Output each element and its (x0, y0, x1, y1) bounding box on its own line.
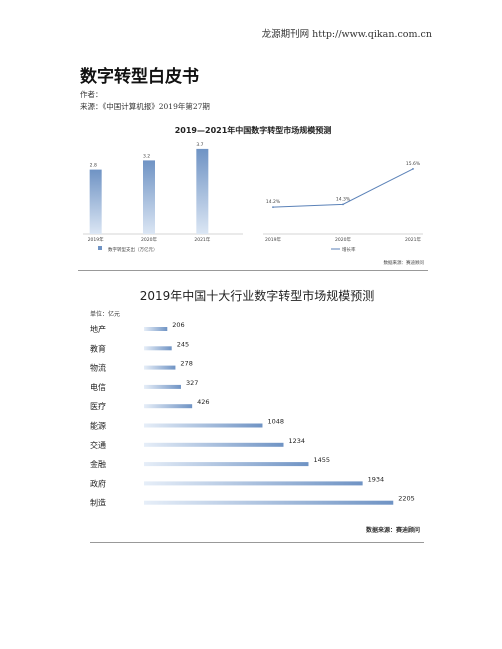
figure-market-forecast: 2019—2021年中国数字转型市场规模预测 2.8 2019年 3.2 2020年 3… (78, 120, 428, 271)
bar-category-label: 2019年 (88, 236, 104, 243)
bar-value-label: 3.7 (196, 142, 203, 148)
bar-legend-swatch (98, 246, 102, 250)
industry-label: 地产 (90, 324, 106, 334)
bar-value-label: 3.2 (143, 153, 150, 159)
source-line: 来源：《中国计算机报》2019年第27期 (80, 102, 210, 111)
unit-label: 单位：亿元 (90, 310, 120, 318)
header-source-line: 龙源期刊网 http://www.qikan.com.cn (261, 29, 432, 40)
line-point (412, 168, 414, 170)
line-value-label: 14.2% (266, 199, 281, 205)
industry-label: 物流 (90, 363, 106, 373)
industry-bar (144, 365, 176, 370)
line-point (272, 206, 274, 208)
chart-title: 2019年中国十大行业数字转型市场规模预测 (140, 288, 375, 303)
industry-label: 政府 (90, 478, 106, 488)
industry-bar (144, 442, 284, 447)
bar-category-label: 2020年 (141, 236, 157, 243)
bar (143, 160, 155, 234)
industry-value-label: 1455 (313, 456, 330, 464)
industry-label: 能源 (90, 421, 106, 431)
industry-bar (144, 500, 394, 505)
market-forecast-chart: 2019—2021年中国数字转型市场规模预测 2.8 2019年 3.2 2020年 3… (83, 125, 425, 266)
industry-label: 教育 (90, 343, 106, 353)
industry-bar (144, 423, 263, 428)
industry-bar (144, 346, 172, 351)
bar-category-label: 2021年 (194, 236, 210, 243)
line-value-label: 14.3% (336, 196, 351, 202)
line-value-label: 15.6% (406, 161, 421, 167)
figure-industry-forecast: 2019年中国十大行业数字转型市场规模预测 单位：亿元 地产 206 教育 245 物流… (90, 282, 424, 543)
industry-value-label: 327 (186, 379, 198, 387)
industry-value-label: 2205 (398, 495, 415, 503)
source-note: 数据来源：赛迪顾问 (384, 259, 425, 266)
line-category-label: 2019年 (265, 236, 281, 243)
industry-value-label: 206 (172, 321, 184, 329)
bar (196, 148, 209, 234)
industry-bar (144, 481, 363, 486)
industry-label: 交通 (90, 440, 106, 450)
industry-value-label: 245 (177, 340, 189, 348)
bar (89, 169, 102, 234)
line-category-label: 2021年 (405, 236, 421, 243)
industry-label: 制造 (90, 498, 106, 508)
bar-legend-label: 数字转型支出（万亿元） (108, 246, 158, 253)
industry-bar (144, 404, 193, 409)
industry-bar (144, 327, 168, 331)
industry-value-label: 1934 (368, 475, 385, 483)
industry-value-label: 1048 (267, 418, 284, 426)
chart-title: 2019—2021年中国数字转型市场规模预测 (175, 125, 332, 135)
industry-label: 医疗 (90, 401, 106, 411)
industry-label: 金融 (90, 459, 106, 469)
industry-value-label: 278 (180, 360, 192, 368)
industry-bar (144, 384, 181, 389)
industry-label: 电信 (90, 382, 106, 392)
source-note: 数据来源：赛迪顾问 (366, 526, 420, 534)
industry-value-label: 1234 (288, 437, 305, 445)
line-category-label: 2020年 (335, 236, 351, 243)
article-title: 数字转型白皮书 (80, 67, 199, 87)
line-legend-label: 增长率 (342, 246, 356, 253)
industry-value-label: 426 (197, 398, 209, 406)
industry-forecast-chart: 2019年中国十大行业数字转型市场规模预测 单位：亿元 地产 206 教育 245 物流… (90, 288, 420, 534)
bar-value-label: 2.8 (90, 163, 97, 169)
industry-bar (144, 462, 309, 467)
line-point (342, 203, 344, 206)
author-line: 作者： (80, 90, 103, 99)
